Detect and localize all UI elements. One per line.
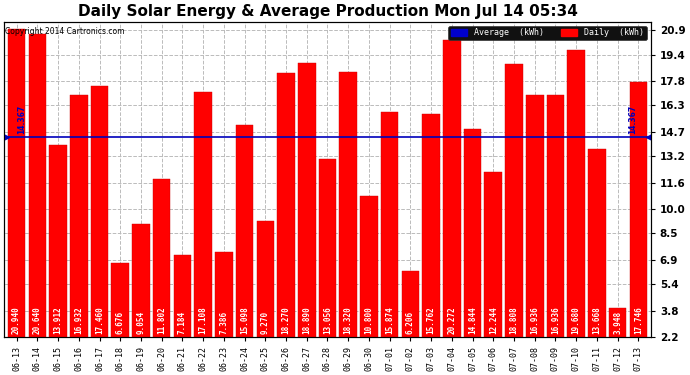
Bar — [381, 112, 398, 337]
Text: 18.270: 18.270 — [282, 307, 290, 334]
Text: 15.762: 15.762 — [426, 307, 435, 334]
Bar — [629, 82, 647, 337]
Bar — [588, 148, 606, 337]
Text: 9.270: 9.270 — [261, 311, 270, 334]
Text: 13.668: 13.668 — [593, 307, 602, 334]
Text: 7.386: 7.386 — [219, 311, 228, 334]
Bar — [360, 196, 377, 337]
Bar — [132, 224, 150, 337]
Text: 6.676: 6.676 — [116, 311, 125, 334]
Text: 19.680: 19.680 — [572, 307, 581, 334]
Text: 10.800: 10.800 — [364, 307, 373, 334]
Text: 20.940: 20.940 — [12, 307, 21, 334]
Bar — [567, 50, 585, 337]
Text: 16.936: 16.936 — [551, 307, 560, 334]
Text: 17.460: 17.460 — [95, 307, 104, 334]
Text: 3.948: 3.948 — [613, 311, 622, 334]
Text: 7.184: 7.184 — [178, 311, 187, 334]
Text: 16.936: 16.936 — [530, 307, 540, 334]
Text: 6.206: 6.206 — [406, 311, 415, 334]
Bar — [153, 179, 170, 337]
Bar — [298, 63, 315, 337]
Text: 18.890: 18.890 — [302, 307, 311, 334]
Text: 9.054: 9.054 — [137, 311, 146, 334]
Bar — [402, 271, 420, 337]
Bar — [215, 252, 233, 337]
Bar — [236, 125, 253, 337]
Text: 15.874: 15.874 — [385, 307, 394, 334]
Text: 14.367: 14.367 — [629, 105, 638, 134]
Text: 18.320: 18.320 — [344, 307, 353, 334]
Text: 14.844: 14.844 — [468, 307, 477, 334]
Bar — [28, 34, 46, 337]
Text: 15.098: 15.098 — [240, 307, 249, 334]
Bar — [111, 263, 129, 337]
Bar — [484, 172, 502, 337]
Bar — [546, 95, 564, 337]
Bar — [49, 145, 67, 337]
Bar — [609, 308, 627, 337]
Bar — [422, 114, 440, 337]
Title: Daily Solar Energy & Average Production Mon Jul 14 05:34: Daily Solar Energy & Average Production … — [77, 4, 578, 19]
Bar — [195, 92, 212, 337]
Bar — [70, 95, 88, 337]
Bar — [8, 29, 26, 337]
Bar — [90, 86, 108, 337]
Text: 16.932: 16.932 — [75, 307, 83, 334]
Text: 13.912: 13.912 — [54, 307, 63, 334]
Bar — [464, 129, 482, 337]
Bar — [505, 64, 523, 337]
Text: 17.746: 17.746 — [634, 307, 643, 334]
Text: Copyright 2014 Cartronics.com: Copyright 2014 Cartronics.com — [6, 27, 125, 36]
Text: 11.802: 11.802 — [157, 307, 166, 334]
Bar — [319, 159, 336, 337]
Text: 20.272: 20.272 — [447, 307, 456, 334]
Bar — [443, 40, 461, 337]
Bar — [174, 255, 191, 337]
Bar — [339, 72, 357, 337]
Text: 17.108: 17.108 — [199, 307, 208, 334]
Text: 14.367: 14.367 — [18, 105, 27, 134]
Text: 20.640: 20.640 — [33, 307, 42, 334]
Text: 18.808: 18.808 — [509, 307, 518, 334]
Legend: Average  (kWh), Daily  (kWh): Average (kWh), Daily (kWh) — [448, 26, 647, 40]
Bar — [526, 95, 544, 337]
Bar — [257, 221, 274, 337]
Text: 13.056: 13.056 — [323, 307, 332, 334]
Text: 12.244: 12.244 — [489, 307, 497, 334]
Bar — [277, 73, 295, 337]
